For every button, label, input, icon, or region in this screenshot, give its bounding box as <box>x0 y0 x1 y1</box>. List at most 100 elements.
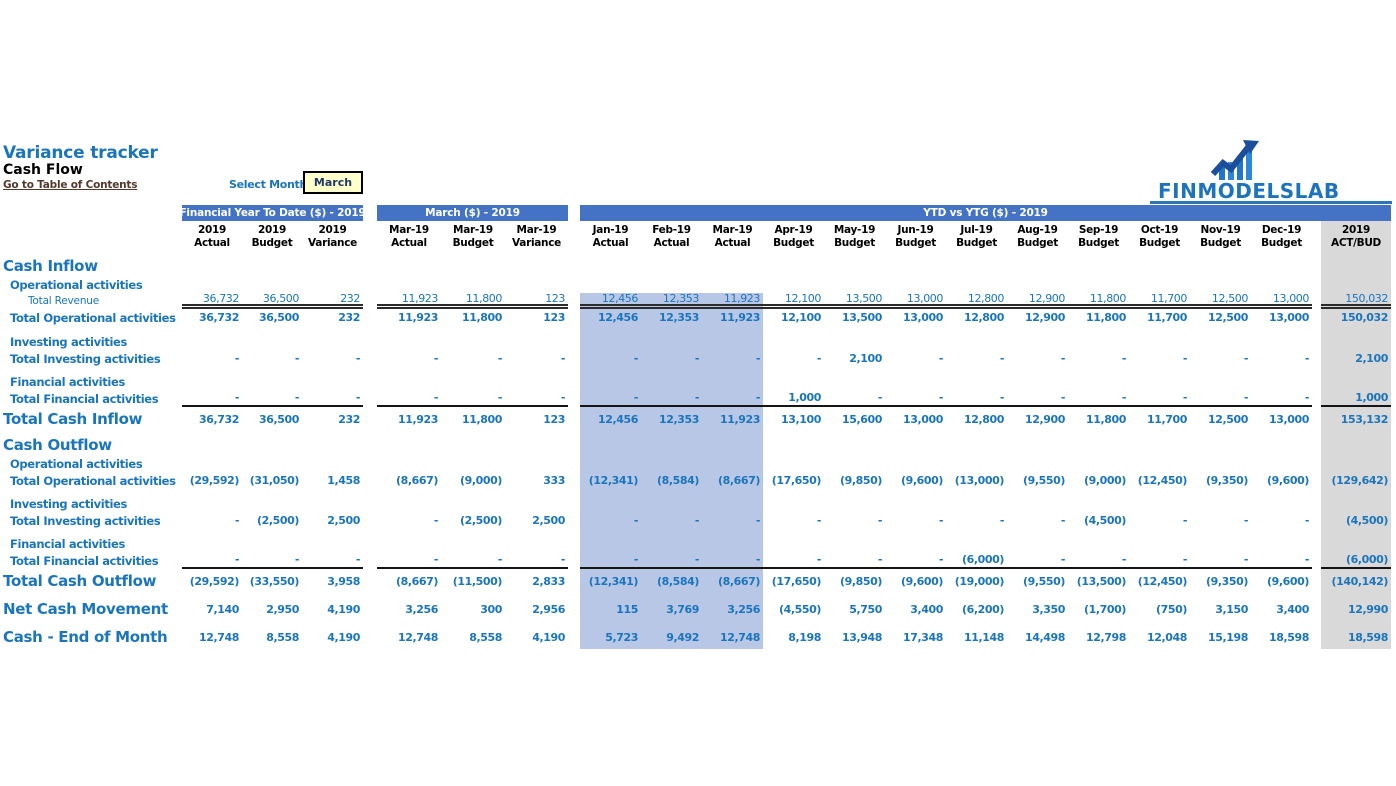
column-header-line2: ACT/BUD <box>1331 237 1381 249</box>
value-cell: 13,000 <box>885 292 946 309</box>
column-header-line1: Dec-19 <box>1261 224 1302 236</box>
value-cell: 115 <box>616 602 638 616</box>
value-cell: 2,950 <box>266 602 299 616</box>
value-cell: - <box>938 514 944 527</box>
value-cell: 11,800 <box>461 412 502 426</box>
gap <box>363 205 377 221</box>
column-header-line2: Budget <box>834 237 875 249</box>
value-cell: 11,800 <box>1085 412 1126 426</box>
table-row: Total Investing activities - (2,500) 2,500 -… <box>0 512 1392 529</box>
value-cell: (9,850) <box>839 474 882 487</box>
value-cell: 11,923 <box>719 412 760 426</box>
column-header-line2: Variance <box>308 237 357 249</box>
value-cell: (6,000) <box>1321 552 1391 569</box>
row-label: Cash Inflow <box>3 257 98 275</box>
value-cell: - <box>377 390 441 407</box>
value-cell: - <box>1304 514 1310 527</box>
value-cell: - <box>641 552 702 569</box>
gap <box>568 293 580 309</box>
value-cell: - <box>999 352 1005 365</box>
value-cell: - <box>1190 390 1251 407</box>
value-cell: (9,550) <box>1022 474 1065 487</box>
gap <box>1312 625 1321 649</box>
logo-chart-icon <box>1210 140 1259 180</box>
value-cell: 12,748 <box>397 630 438 644</box>
row-label: Cash - End of Month <box>3 628 168 646</box>
column-header-line1: Sep-19 <box>1078 224 1119 236</box>
value-cell: (8,667) <box>717 574 760 588</box>
row-label: Total Revenue <box>28 295 99 307</box>
value-cell: - <box>999 514 1005 527</box>
value-cell: - <box>355 352 361 365</box>
value-cell: 12,353 <box>658 412 699 426</box>
value-cell: 36,500 <box>258 412 299 426</box>
value-cell: (12,450) <box>1137 474 1188 487</box>
value-cell: - <box>816 514 822 527</box>
row-label: Investing activities <box>10 335 128 349</box>
column-header-line2: Actual <box>653 237 690 249</box>
table-row: Net Cash Movement 7,140 2,950 4,190 3,256 300… <box>0 597 1392 621</box>
value-cell: 153,132 <box>1340 412 1389 426</box>
column-header-line2: Variance <box>512 237 561 249</box>
row-label: Financial activities <box>10 375 125 389</box>
value-cell: - <box>302 552 363 569</box>
value-cell: - <box>505 552 568 569</box>
value-cell: 12,800 <box>946 292 1007 309</box>
value-cell: - <box>242 552 302 569</box>
gap <box>568 569 580 593</box>
value-cell: - <box>560 352 566 365</box>
value-cell: 18,598 <box>1347 630 1388 644</box>
value-cell: 11,923 <box>397 311 438 324</box>
gap <box>363 221 377 255</box>
value-cell: 12,800 <box>963 311 1004 324</box>
band-fytd: Financial Year To Date ($) - 2019 <box>179 205 366 221</box>
gap <box>363 625 377 649</box>
column-header-line1: Mar-19 <box>453 224 493 236</box>
table-row: Total Financial activities - - - - - - - - -1,000… <box>0 390 1392 407</box>
gap <box>1312 221 1321 255</box>
value-cell: (8,584) <box>656 474 699 487</box>
gap <box>1312 512 1321 529</box>
select-month-label: Select Month <box>229 178 308 191</box>
value-cell: - <box>1007 552 1068 569</box>
value-cell: 3,400 <box>1276 602 1309 616</box>
row-label: Cash Outflow <box>3 436 112 454</box>
gap <box>568 205 580 221</box>
value-cell: - <box>694 352 700 365</box>
value-cell: (1,700) <box>1083 602 1126 616</box>
value-cell: 3,256 <box>727 602 760 616</box>
table-row: Financial activities <box>0 536 1392 552</box>
gap <box>568 309 580 326</box>
row-label: Net Cash Movement <box>3 600 168 618</box>
row-label: Total Operational activities <box>10 310 176 325</box>
gap <box>363 309 377 326</box>
value-cell: - <box>824 390 885 407</box>
month-selector[interactable]: March <box>303 171 363 194</box>
toc-link[interactable]: Go to Table of Contents <box>3 179 138 191</box>
gap <box>363 597 377 621</box>
value-cell: 12,456 <box>580 292 641 309</box>
logo-underline <box>1150 201 1392 204</box>
value-cell: 150,032 <box>1321 292 1391 309</box>
column-header-line2: Budget <box>956 237 997 249</box>
column-header-line1: Mar-19 <box>712 224 753 236</box>
value-cell: 36,732 <box>182 292 242 309</box>
logo-text: FINMODELSLAB <box>1158 179 1340 203</box>
value-cell: 13,500 <box>824 292 885 309</box>
column-header: Sep-19 Budget <box>1068 221 1129 255</box>
gap <box>568 390 580 407</box>
value-cell: 13,000 <box>1268 311 1309 324</box>
value-cell: - <box>641 390 702 407</box>
gap <box>568 552 580 569</box>
page-title: Variance tracker <box>3 143 158 163</box>
column-header-line2: Actual <box>391 237 427 249</box>
gap <box>363 472 377 489</box>
gap <box>363 293 377 309</box>
value-cell: - <box>505 390 568 407</box>
column-header-line2: Actual <box>194 237 230 249</box>
gap <box>568 512 580 529</box>
value-cell: 13,000 <box>902 412 943 426</box>
value-cell: 2,956 <box>532 602 565 616</box>
value-cell: 2,833 <box>532 574 565 588</box>
column-header-line1: 2019 <box>197 224 227 236</box>
